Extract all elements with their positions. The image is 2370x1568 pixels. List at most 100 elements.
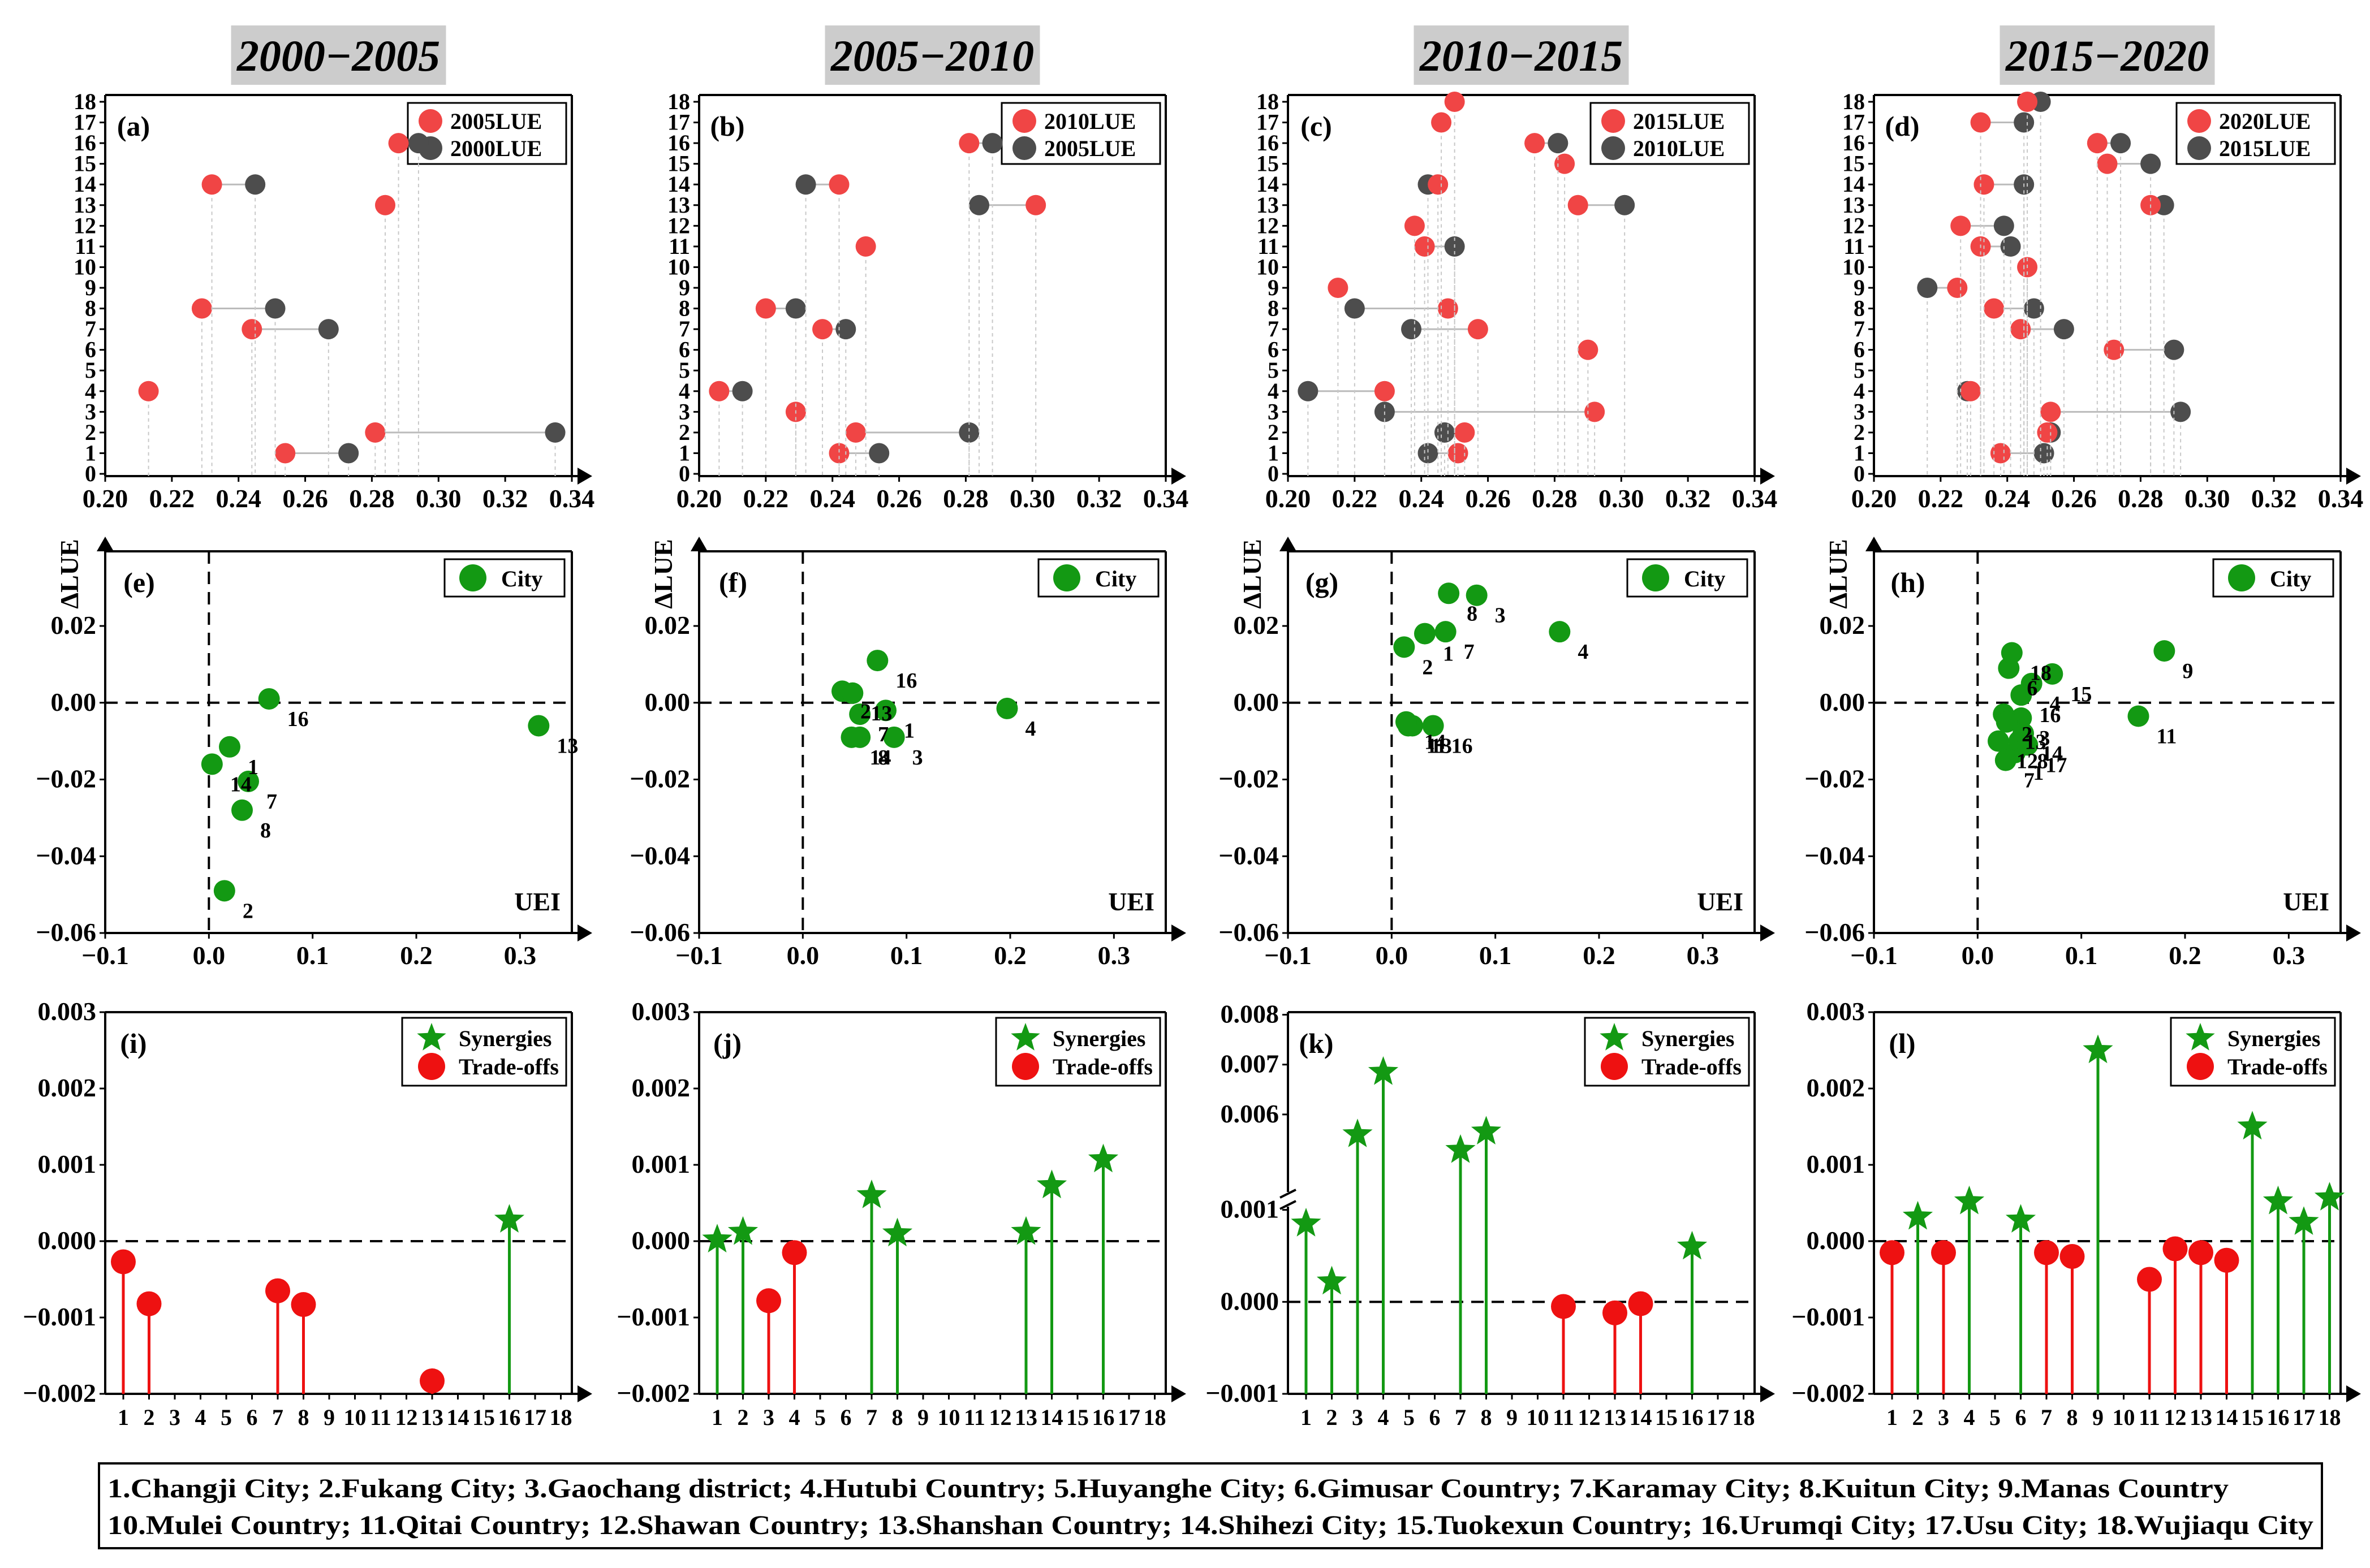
point-label: 2	[1422, 655, 1433, 679]
y-tick-label: 0.02	[1234, 611, 1279, 640]
point-label: 3	[1495, 604, 1506, 628]
panel-label: (a)	[117, 110, 150, 142]
x-tick-label: 0.2	[2169, 941, 2201, 970]
x-tick-label: 14	[447, 1405, 469, 1430]
point-new	[1025, 195, 1046, 215]
x-axis-arrow	[578, 468, 592, 485]
legend-marker	[459, 564, 486, 591]
y-tick-label: 14	[74, 171, 96, 197]
y-axis-title: ΔLUE	[1824, 539, 1852, 608]
x-tick-label: 0.26	[1465, 484, 1511, 513]
panel-label: (c)	[1300, 110, 1332, 142]
caption-box	[98, 1462, 2323, 1549]
point-old	[1434, 422, 1455, 443]
panel-label: (i)	[120, 1027, 146, 1059]
x-tick-label: 18	[1733, 1405, 1755, 1430]
synergy-marker	[1902, 1200, 1933, 1230]
y-tick-label: 1	[85, 440, 96, 465]
y-tick-label: 17	[667, 110, 690, 135]
x-tick-label: 16	[1092, 1405, 1115, 1430]
y-tick-label: −0.02	[1804, 764, 1865, 793]
city-point	[1466, 584, 1488, 606]
y-tick-label: 8	[679, 296, 690, 321]
x-tick-label: 0.1	[2065, 941, 2098, 970]
city-point	[1994, 749, 2016, 771]
point-label: 9	[2182, 659, 2193, 683]
y-tick-label: 12	[1842, 213, 1865, 238]
legend-text: 2015LUE	[2219, 136, 2311, 161]
city-point	[258, 688, 280, 710]
y-tick-label: 5	[1854, 357, 1865, 383]
point-label: 18	[2030, 662, 2052, 685]
legend-text: Trade-offs	[1053, 1054, 1153, 1079]
y-tick-label: 0.02	[51, 611, 97, 640]
y-tick-label: 4	[679, 378, 690, 404]
point-new	[1414, 236, 1435, 257]
city-point	[231, 799, 253, 821]
y-tick-label: 5	[1268, 357, 1279, 383]
point-new	[1584, 401, 1605, 422]
x-axis-arrow	[2346, 925, 2361, 941]
point-old	[785, 298, 806, 319]
tradeoff-marker	[2214, 1247, 2239, 1273]
point-label: 1	[904, 719, 915, 742]
point-label: 3	[912, 746, 923, 770]
y-tick-label: 10	[74, 254, 96, 279]
city-point	[1996, 711, 2018, 733]
synergy-marker	[1677, 1230, 1708, 1260]
x-tick-label: 7	[272, 1405, 283, 1430]
x-tick-label: 0.30	[1010, 484, 1055, 513]
x-tick-label: 0.28	[349, 484, 395, 513]
point-new	[375, 195, 395, 215]
caption-line-1: 1.Changji City; 2.Fukang City; 3.Gaochan…	[107, 1474, 2229, 1504]
y-tick-label: 14	[1256, 171, 1279, 197]
y-tick-label: 16	[74, 130, 96, 155]
y-tick-label: 0.003	[1807, 997, 1865, 1026]
y-tick-label: 0	[1854, 461, 1865, 486]
y-tick-label: 10	[667, 254, 690, 279]
y-tick-label: 9	[1268, 275, 1279, 300]
point-new	[959, 133, 980, 154]
x-tick-label: 18	[2319, 1405, 2341, 1430]
tradeoff-marker	[136, 1291, 162, 1316]
y-tick-label: 5	[679, 357, 690, 383]
x-tick-label: 0.2	[400, 941, 433, 970]
x-tick-label: 0.30	[1598, 484, 1644, 513]
x-tick-label: 0.26	[282, 484, 328, 513]
point-new	[1950, 215, 1971, 236]
y-tick-label: 6	[85, 337, 96, 362]
panel-label: (g)	[1305, 567, 1338, 598]
panel-a: 2000−200501234567891011121314151617180.2…	[74, 25, 594, 513]
x-tick-label: 4	[1964, 1405, 1975, 1430]
point-new	[1431, 112, 1452, 133]
point-new	[1454, 422, 1475, 443]
y-tick-label: −0.06	[630, 918, 690, 947]
point-old	[2053, 319, 2074, 340]
legend-marker	[1053, 564, 1080, 591]
y-tick-label: 2	[85, 420, 96, 445]
x-tick-label: 0.22	[1918, 484, 1964, 513]
x-tick-label: 0.20	[1265, 484, 1311, 513]
legend-text: 2000LUE	[450, 136, 542, 161]
x-tick-label: 0.1	[1479, 941, 1512, 970]
city-point	[528, 715, 550, 737]
point-label: 7	[2024, 769, 2035, 793]
synergy-marker	[1088, 1143, 1119, 1173]
city-point	[2041, 663, 2063, 685]
city-point	[1414, 623, 1436, 645]
x-tick-label: 10	[1527, 1405, 1549, 1430]
point-label: 1	[248, 755, 258, 779]
city-point	[2127, 705, 2149, 727]
caption-line-2: 10.Mulei Country; 11.Qitai Country; 12.S…	[107, 1510, 2313, 1540]
point-label: 13	[557, 734, 578, 758]
x-axis-arrow	[2346, 1385, 2361, 1402]
x-tick-label: 2	[1326, 1405, 1338, 1430]
caption-box-group: 1.Changji City; 2.Fukang City; 3.Gaochan…	[98, 1462, 2323, 1549]
tradeoff-marker	[756, 1288, 781, 1314]
tradeoff-marker	[1880, 1240, 1904, 1265]
point-new	[1524, 133, 1545, 154]
x-tick-label: 7	[866, 1405, 877, 1430]
y-tick-label: −0.06	[1804, 918, 1865, 947]
y-tick-label: 15	[74, 151, 96, 176]
